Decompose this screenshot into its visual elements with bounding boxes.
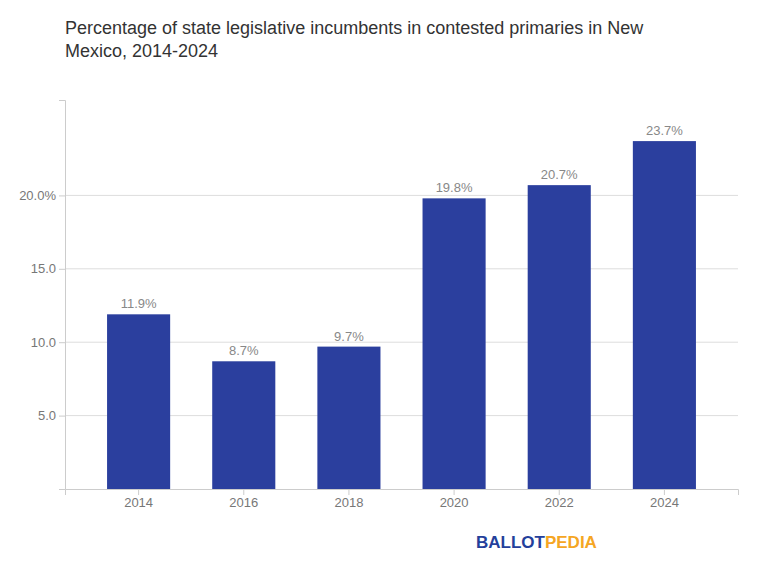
data-label: 23.7% [646, 123, 683, 138]
tick-label: 2020 [440, 495, 469, 510]
tick: 2014 [124, 489, 153, 510]
tick-mark [559, 489, 560, 495]
bar [107, 314, 170, 489]
tick: 2018 [334, 489, 363, 510]
tick: 2024 [650, 489, 679, 510]
data-label: 8.7% [229, 343, 259, 358]
axis-line [66, 490, 739, 496]
data-label: 19.8% [436, 180, 473, 195]
annotation-part: BALLOT [476, 533, 546, 552]
tick-mark [664, 489, 665, 495]
data-label: 20.7% [541, 167, 578, 182]
bar [528, 185, 591, 489]
data-label: 11.9% [121, 296, 157, 311]
annotation-part: PEDIA [545, 533, 597, 552]
annotation: BALLOTPEDIA [476, 533, 597, 552]
tick: 5.0 [38, 408, 65, 423]
tick: 20.0% [19, 188, 65, 203]
tick-label: 2018 [334, 495, 363, 510]
bar [212, 361, 275, 489]
y-axis: 5.0 10.0 15.0 20.0% [19, 101, 65, 490]
bar [423, 198, 486, 489]
tick-mark [348, 489, 349, 495]
tick-label: 2014 [124, 495, 153, 510]
tick-label: 2024 [650, 495, 679, 510]
tick-mark [138, 489, 139, 495]
tick-label: 20.0% [19, 188, 56, 203]
tick-mark [59, 269, 65, 270]
title: Percentage of state legislative incumben… [65, 18, 644, 61]
tick-label: 10.0 [31, 335, 56, 350]
plot: 5.0 10.0 15.0 20.0% 2014 2016 2018 2020 2022 2024… [19, 101, 738, 511]
tick-mark [454, 489, 455, 495]
tick-mark [243, 489, 244, 495]
tick: 15.0 [31, 261, 65, 276]
title-line: Percentage of state legislative incumben… [65, 18, 644, 38]
tick-mark [59, 342, 65, 343]
bar [317, 347, 380, 489]
bar [633, 141, 696, 489]
tick: 2022 [545, 489, 574, 510]
title-line: Mexico, 2014-2024 [65, 41, 218, 61]
tick-label: 2022 [545, 495, 574, 510]
tick-mark [59, 195, 65, 196]
tick-label: 5.0 [38, 408, 56, 423]
tick-label: 2016 [229, 495, 258, 510]
data-labels: 11.9% 8.7% 9.7% 19.8% 20.7% 23.7% [121, 123, 684, 358]
axis-line [59, 101, 66, 490]
bars [107, 141, 696, 489]
tick-label: 15.0 [31, 261, 56, 276]
chart: Percentage of state legislative incumben… [0, 0, 768, 564]
tick: 2020 [440, 489, 469, 510]
data-label: 9.7% [334, 329, 364, 344]
x-axis: 2014 2016 2018 2020 2022 2024 [66, 489, 739, 510]
tick: 2016 [229, 489, 258, 510]
tick: 10.0 [31, 335, 65, 350]
tick-mark [59, 416, 65, 417]
